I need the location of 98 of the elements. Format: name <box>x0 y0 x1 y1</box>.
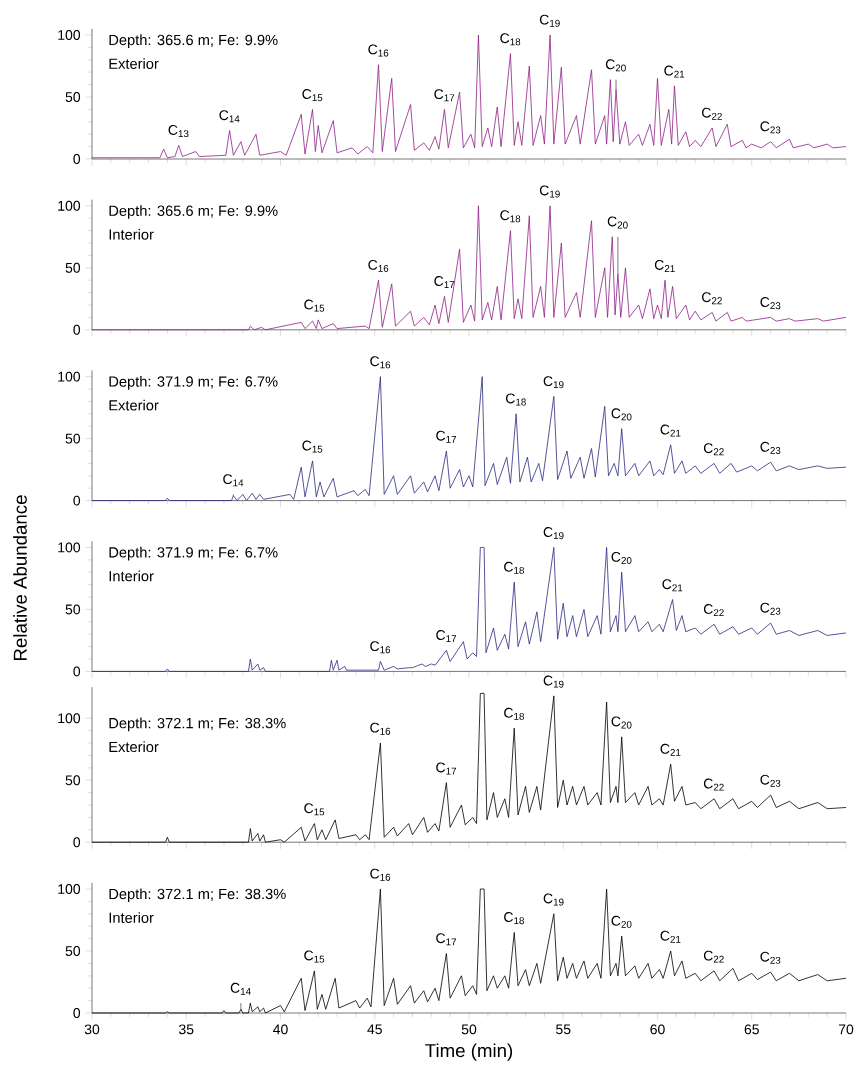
annotation: C$_{20}$ <box>611 915 632 928</box>
x-tick-label: 55 <box>556 1024 571 1035</box>
annotation: C$_{18}$ <box>504 912 524 925</box>
y-axis-title: Relative Abundance <box>13 495 27 661</box>
annotation: C$_{21}$ <box>662 579 683 592</box>
y-tick-label: 0 <box>73 154 81 164</box>
annotation: C$_{21}$ <box>660 930 681 943</box>
text: Exterior <box>109 399 159 411</box>
annotation: C$_{19}$ <box>543 893 564 906</box>
annotation: C$_{14}$ <box>230 982 251 995</box>
annotation: C$_{23}$ <box>760 121 781 134</box>
annotation: C$_{20}$ <box>611 551 632 564</box>
annotation: C$_{20}$ <box>611 716 632 729</box>
y-tick-label: 100 <box>58 713 81 724</box>
annotation: C$_{19}$ <box>543 527 564 540</box>
annotation: C$_{17}$ <box>434 89 455 102</box>
y-tick-label: 0 <box>73 1008 81 1018</box>
annotation: C$_{17}$ <box>436 430 457 443</box>
text: Depth: 372.1 m; Fe: 38.3% <box>109 717 286 732</box>
chart-title: Depth: 365.6 m; Fe: 9.9% <box>109 34 278 49</box>
x-axis-title: Time (min) <box>425 1043 513 1061</box>
x-tick-label: 65 <box>744 1024 759 1035</box>
annotation: C$_{19}$ <box>543 675 564 688</box>
y-tick-label: 50 <box>65 604 81 615</box>
annotation: C$_{15}$ <box>304 950 325 963</box>
annotation: C$_{22}$ <box>703 950 724 963</box>
chart-title: Depth: 371.9 m; Fe: 6.7% <box>109 546 278 561</box>
annotation: C$_{15}$ <box>304 299 325 312</box>
annotation: C$_{22}$ <box>703 778 724 791</box>
annotation: C$_{17}$ <box>436 762 457 775</box>
annotation: C$_{16}$ <box>370 868 391 881</box>
annotation: C$_{15}$ <box>302 89 323 102</box>
chart-title: Depth: 365.6 m; Fe: 9.9% <box>109 205 278 219</box>
y-tick-label: 50 <box>65 775 81 786</box>
annotation: C$_{21}$ <box>664 65 685 78</box>
annotation: C$_{14}$ <box>223 474 244 487</box>
annotation: C$_{17}$ <box>434 276 455 289</box>
annotation: C$_{21}$ <box>660 424 681 437</box>
text: Exterior <box>109 741 159 753</box>
x-tick-label: 50 <box>461 1024 477 1035</box>
annotation: C$_{16}$ <box>368 259 389 272</box>
x-tick-label: 30 <box>84 1024 100 1035</box>
annotation: C$_{23}$ <box>760 297 781 310</box>
annotation: C$_{18}$ <box>506 393 526 406</box>
annotation: C$_{18}$ <box>504 707 524 720</box>
text: Interior <box>109 228 154 240</box>
annotation: C$_{22}$ <box>702 107 722 120</box>
x-tick-label: 40 <box>273 1024 288 1035</box>
annotation: C$_{19}$ <box>539 14 560 27</box>
annotation: C$_{16}$ <box>370 722 391 735</box>
chart-title: Depth: 372.1 m; Fe: 38.3% <box>109 888 286 903</box>
y-tick-label: 100 <box>58 542 81 553</box>
annotation: C$_{18}$ <box>504 561 524 574</box>
y-tick-label: 50 <box>65 92 81 102</box>
text: Interior <box>109 912 154 923</box>
y-tick-label: 100 <box>58 30 81 40</box>
y-tick-label: 0 <box>73 837 81 848</box>
annotation: C$_{13}$ <box>168 125 189 138</box>
annotation: C$_{22}$ <box>703 604 724 617</box>
y-tick-label: 100 <box>58 371 81 382</box>
annotation: C$_{20}$ <box>611 408 632 421</box>
annotation: C$_{23}$ <box>760 602 781 615</box>
annotation: C$_{18}$ <box>500 210 521 223</box>
annotation: C$_{22}$ <box>702 292 722 305</box>
text: Interior <box>109 570 154 582</box>
annotation: C$_{19}$ <box>539 185 560 198</box>
y-tick-label: 50 <box>65 262 81 273</box>
y-tick-label: 50 <box>65 433 81 444</box>
annotation: C$_{16}$ <box>370 356 391 369</box>
annotation: C$_{16}$ <box>370 641 391 654</box>
chart-title: Depth: 371.9 m; Fe: 6.7% <box>109 375 278 390</box>
annotation: C$_{14}$ <box>219 110 240 123</box>
y-tick-label: 0 <box>73 495 81 506</box>
annotation: C$_{23}$ <box>760 441 781 454</box>
annotation: C$_{15}$ <box>302 440 323 453</box>
x-tick-label: 70 <box>838 1024 854 1035</box>
y-tick-label: 100 <box>58 884 81 894</box>
x-tick-label: 35 <box>178 1024 194 1035</box>
x-tick-label: 45 <box>367 1024 382 1035</box>
annotation: C$_{23}$ <box>760 774 781 787</box>
annotation: C$_{19}$ <box>543 376 564 389</box>
annotation: C$_{21}$ <box>654 259 675 272</box>
annotation: C$_{23}$ <box>760 951 781 964</box>
y-tick-label: 0 <box>73 324 81 335</box>
text: Exterior <box>109 58 159 69</box>
annotation: C$_{17}$ <box>436 933 457 946</box>
annotation: C$_{21}$ <box>660 743 681 756</box>
y-tick-label: 50 <box>65 946 81 956</box>
annotation: C$_{22}$ <box>703 443 724 456</box>
y-tick-label: 0 <box>73 666 81 677</box>
annotation: C$_{15}$ <box>304 803 325 816</box>
annotation: C$_{17}$ <box>436 630 457 643</box>
annotation: C$_{20}$ <box>607 216 628 229</box>
annotation: C$_{16}$ <box>368 44 389 57</box>
y-tick-label: 100 <box>58 200 81 211</box>
annotation: C$_{18}$ <box>500 33 521 46</box>
x-tick-label: 60 <box>650 1024 665 1035</box>
annotation: C$_{20}$ <box>605 59 626 72</box>
